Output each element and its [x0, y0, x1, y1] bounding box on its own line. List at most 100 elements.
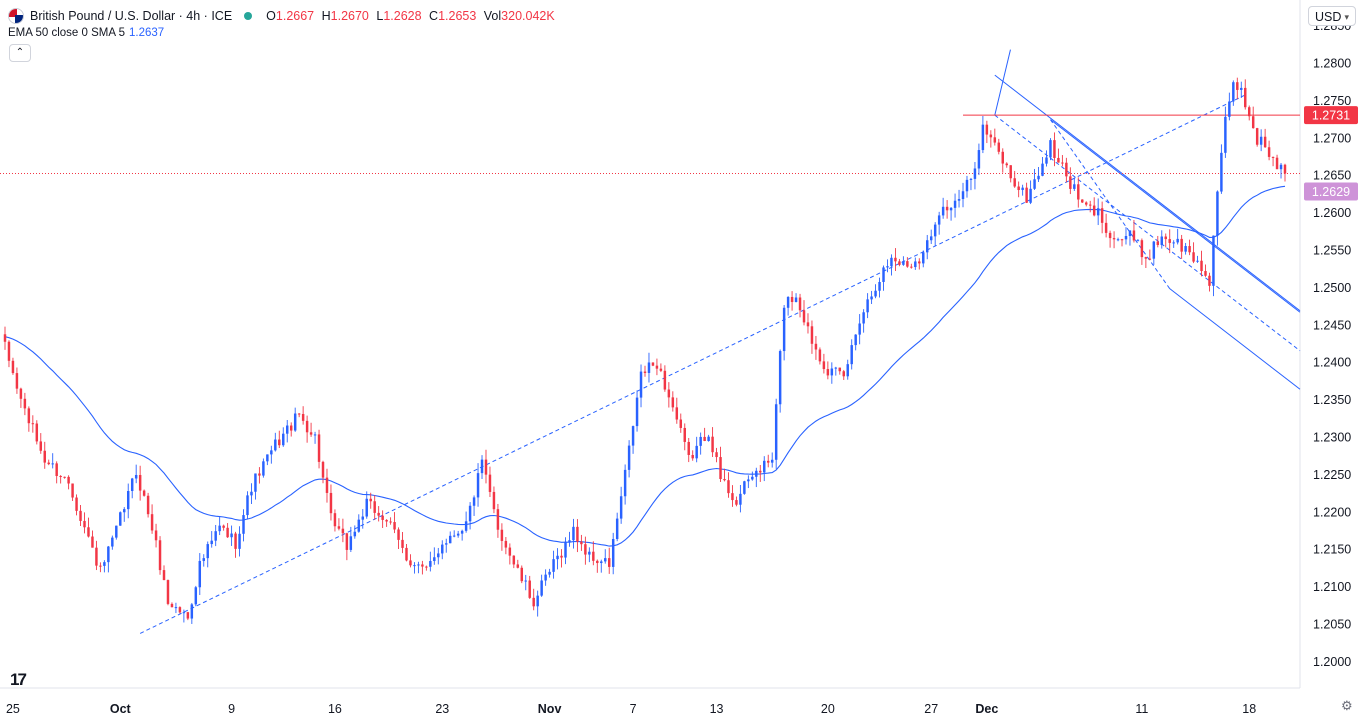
candle-body [1224, 116, 1227, 153]
candle-body [1112, 238, 1116, 240]
candle-body [659, 368, 663, 371]
indicator-value: 1.2637 [128, 27, 165, 39]
candle-body [719, 457, 722, 480]
candle-body [289, 425, 293, 431]
chevron-down-icon: ▾ [1344, 12, 1349, 22]
candle-body [178, 607, 182, 613]
candle-body [631, 426, 635, 446]
candle-body [206, 544, 209, 559]
candle-body [635, 397, 639, 427]
candle-body [914, 261, 917, 268]
candle-body [953, 200, 957, 208]
high-label: H [321, 9, 331, 23]
y-tick-label: 1.2350 [1313, 393, 1351, 407]
candle-body [313, 434, 317, 436]
candle-body [961, 191, 965, 200]
candle-body [31, 423, 35, 425]
candle-body [782, 307, 786, 352]
candle-body [1200, 260, 1203, 272]
candle-body [63, 476, 66, 478]
tradingview-logo[interactable]: 17 [10, 670, 27, 689]
candle-body [1001, 151, 1004, 164]
currency-selector[interactable]: USD ▾ [1308, 6, 1356, 26]
candle-body [862, 312, 865, 324]
candle-body [826, 369, 830, 376]
y-tick-label: 1.2750 [1313, 94, 1351, 108]
candle-body [965, 179, 969, 192]
candle-body [977, 150, 981, 169]
y-tick-label: 1.2500 [1313, 281, 1351, 295]
pitchfork-upper-line [1050, 119, 1301, 313]
candle-body [1128, 230, 1132, 237]
symbol-title[interactable]: British Pound / U.S. Dollar · 4h · ICE [30, 9, 233, 23]
candle-body [111, 537, 114, 547]
candle-body [401, 539, 404, 548]
candle-body [250, 491, 253, 496]
candle-body [230, 533, 233, 538]
candle-body [488, 474, 492, 492]
candle-body [1140, 240, 1144, 258]
candle-body [130, 478, 134, 491]
open-value: 1.2667 [275, 9, 315, 23]
candle-body [202, 558, 205, 561]
candle-body [19, 388, 23, 399]
candle-body [1275, 157, 1279, 170]
candle-body [1132, 230, 1136, 241]
candle-body [627, 445, 631, 470]
indicator-legend[interactable]: EMA 50 close 0 SMA 5 1.2637 [8, 27, 164, 39]
candle-body [981, 124, 985, 151]
x-tick-label: 18 [1242, 702, 1256, 716]
candle-body [278, 439, 281, 446]
x-tick-label: 11 [1135, 702, 1148, 716]
candle-body [516, 564, 520, 568]
candle-body [67, 476, 70, 484]
candle-body [1188, 246, 1191, 253]
candle-body [421, 564, 424, 567]
candle-body [484, 459, 488, 475]
candle-body [79, 510, 82, 521]
candle-body [918, 261, 921, 264]
candle-body [389, 521, 392, 523]
candle-body [91, 536, 94, 548]
candle-body [262, 461, 265, 476]
x-tick-label: 16 [328, 702, 342, 716]
candle-body [214, 531, 217, 541]
candle-body [341, 528, 345, 534]
candle-body [858, 323, 861, 335]
candle-body [198, 560, 202, 588]
candle-body [600, 561, 603, 564]
candle-body [1045, 157, 1048, 164]
collapse-legend-button[interactable]: ⌃ [9, 44, 31, 62]
candle-body [949, 207, 953, 211]
candle-body [417, 564, 420, 566]
candle-body [365, 498, 368, 517]
candle-body [1108, 232, 1112, 239]
candle-body [854, 334, 857, 346]
pitchfork-outer-line [994, 49, 1011, 116]
candle-body [1069, 176, 1072, 189]
candle-body [126, 490, 130, 510]
y-tick-label: 1.2400 [1313, 356, 1351, 370]
y-tick-label: 1.2000 [1313, 655, 1351, 669]
candle-body [99, 565, 102, 567]
candle-body [23, 398, 27, 409]
candle-body [588, 551, 591, 555]
candle-body [238, 533, 241, 549]
candle-body [413, 565, 416, 567]
candle-body [759, 470, 762, 473]
candle-body [194, 587, 198, 605]
candle-body [1164, 236, 1167, 240]
candle-body [739, 493, 742, 505]
candle-body [1208, 275, 1211, 286]
x-tick-label: 9 [228, 702, 235, 716]
gear-icon[interactable]: ⚙ [1341, 698, 1353, 713]
candle-body [1136, 240, 1140, 242]
x-tick-label: 7 [630, 702, 637, 716]
candle-body [552, 559, 555, 572]
x-tick-label: Nov [538, 702, 562, 716]
candle-body [1116, 239, 1120, 241]
trend-dashed-line [139, 94, 1246, 634]
candle-body [246, 495, 249, 516]
candle-body [834, 367, 838, 369]
